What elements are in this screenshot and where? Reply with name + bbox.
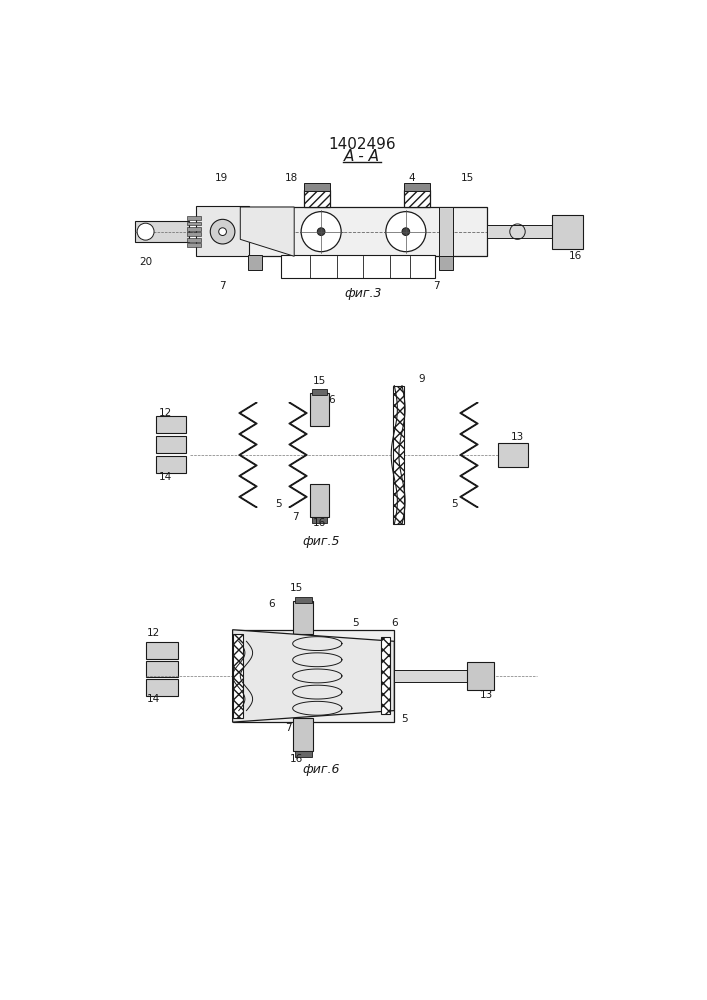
Bar — [233, 634, 243, 718]
Bar — [486, 225, 563, 238]
Text: 16: 16 — [313, 518, 326, 528]
Bar — [404, 183, 431, 191]
Text: 7: 7 — [433, 281, 440, 291]
Bar — [187, 238, 201, 242]
Bar — [498, 443, 527, 466]
Text: 7: 7 — [286, 723, 292, 733]
Bar — [395, 670, 472, 682]
Bar — [281, 255, 435, 278]
Bar — [197, 206, 249, 256]
Polygon shape — [288, 403, 308, 507]
Bar — [310, 484, 329, 517]
Text: 14: 14 — [146, 694, 160, 704]
Text: фиг.3: фиг.3 — [345, 287, 382, 300]
Text: 7: 7 — [292, 512, 298, 522]
Text: 18: 18 — [285, 173, 298, 183]
Bar — [404, 190, 431, 207]
Bar — [156, 436, 187, 453]
Bar — [248, 207, 486, 256]
Bar — [295, 597, 312, 603]
Text: А - А: А - А — [344, 149, 380, 164]
Text: 7: 7 — [219, 281, 226, 291]
Text: 5: 5 — [401, 714, 408, 724]
Bar — [552, 215, 583, 249]
Bar — [304, 190, 330, 207]
Bar — [187, 243, 201, 247]
Polygon shape — [240, 207, 294, 256]
Bar — [156, 456, 187, 473]
Bar — [187, 227, 201, 231]
Text: 1402496: 1402496 — [328, 137, 396, 152]
Text: 9: 9 — [418, 374, 425, 384]
Bar — [310, 393, 329, 426]
Bar — [233, 630, 395, 722]
Bar — [293, 718, 313, 751]
Circle shape — [218, 228, 226, 235]
Text: 6: 6 — [268, 599, 274, 609]
Bar — [187, 232, 201, 236]
Polygon shape — [460, 403, 478, 507]
Text: 19: 19 — [214, 173, 228, 183]
Bar — [381, 637, 390, 714]
Bar — [312, 389, 327, 395]
Circle shape — [210, 219, 235, 244]
Circle shape — [301, 212, 341, 252]
Text: фиг.5: фиг.5 — [303, 535, 340, 548]
Text: 15: 15 — [290, 583, 303, 593]
Text: 6: 6 — [329, 395, 335, 405]
Text: 13: 13 — [480, 690, 493, 700]
Text: фиг.6: фиг.6 — [303, 763, 340, 776]
Text: 6: 6 — [391, 618, 397, 628]
Bar — [146, 679, 178, 696]
Circle shape — [137, 223, 154, 240]
Bar — [304, 183, 330, 191]
Text: 4: 4 — [409, 173, 415, 183]
Text: 16: 16 — [568, 251, 582, 261]
Bar — [467, 662, 494, 690]
Bar — [295, 751, 312, 757]
Text: 12: 12 — [146, 628, 160, 638]
Bar — [293, 601, 313, 634]
Bar — [146, 642, 178, 659]
Bar — [201, 225, 252, 238]
Text: 20: 20 — [139, 257, 152, 267]
Polygon shape — [239, 403, 257, 507]
Text: 13: 13 — [511, 432, 524, 442]
Circle shape — [317, 228, 325, 235]
Bar — [135, 221, 189, 242]
Text: 16: 16 — [290, 754, 303, 764]
Text: 15: 15 — [313, 376, 326, 386]
Bar — [248, 255, 262, 270]
Text: 15: 15 — [461, 173, 474, 183]
Bar — [146, 661, 178, 677]
Polygon shape — [233, 630, 395, 722]
Text: 5: 5 — [353, 618, 359, 628]
Bar — [187, 216, 201, 220]
Text: 5: 5 — [276, 499, 282, 509]
Bar — [393, 386, 404, 524]
Bar — [156, 416, 187, 433]
Text: 5: 5 — [451, 499, 457, 509]
Circle shape — [402, 228, 409, 235]
Circle shape — [386, 212, 426, 252]
Bar — [312, 517, 327, 523]
Text: 12: 12 — [159, 408, 173, 418]
Bar — [439, 207, 452, 256]
Text: 14: 14 — [159, 472, 173, 482]
Bar — [187, 222, 201, 225]
Bar — [439, 255, 452, 270]
